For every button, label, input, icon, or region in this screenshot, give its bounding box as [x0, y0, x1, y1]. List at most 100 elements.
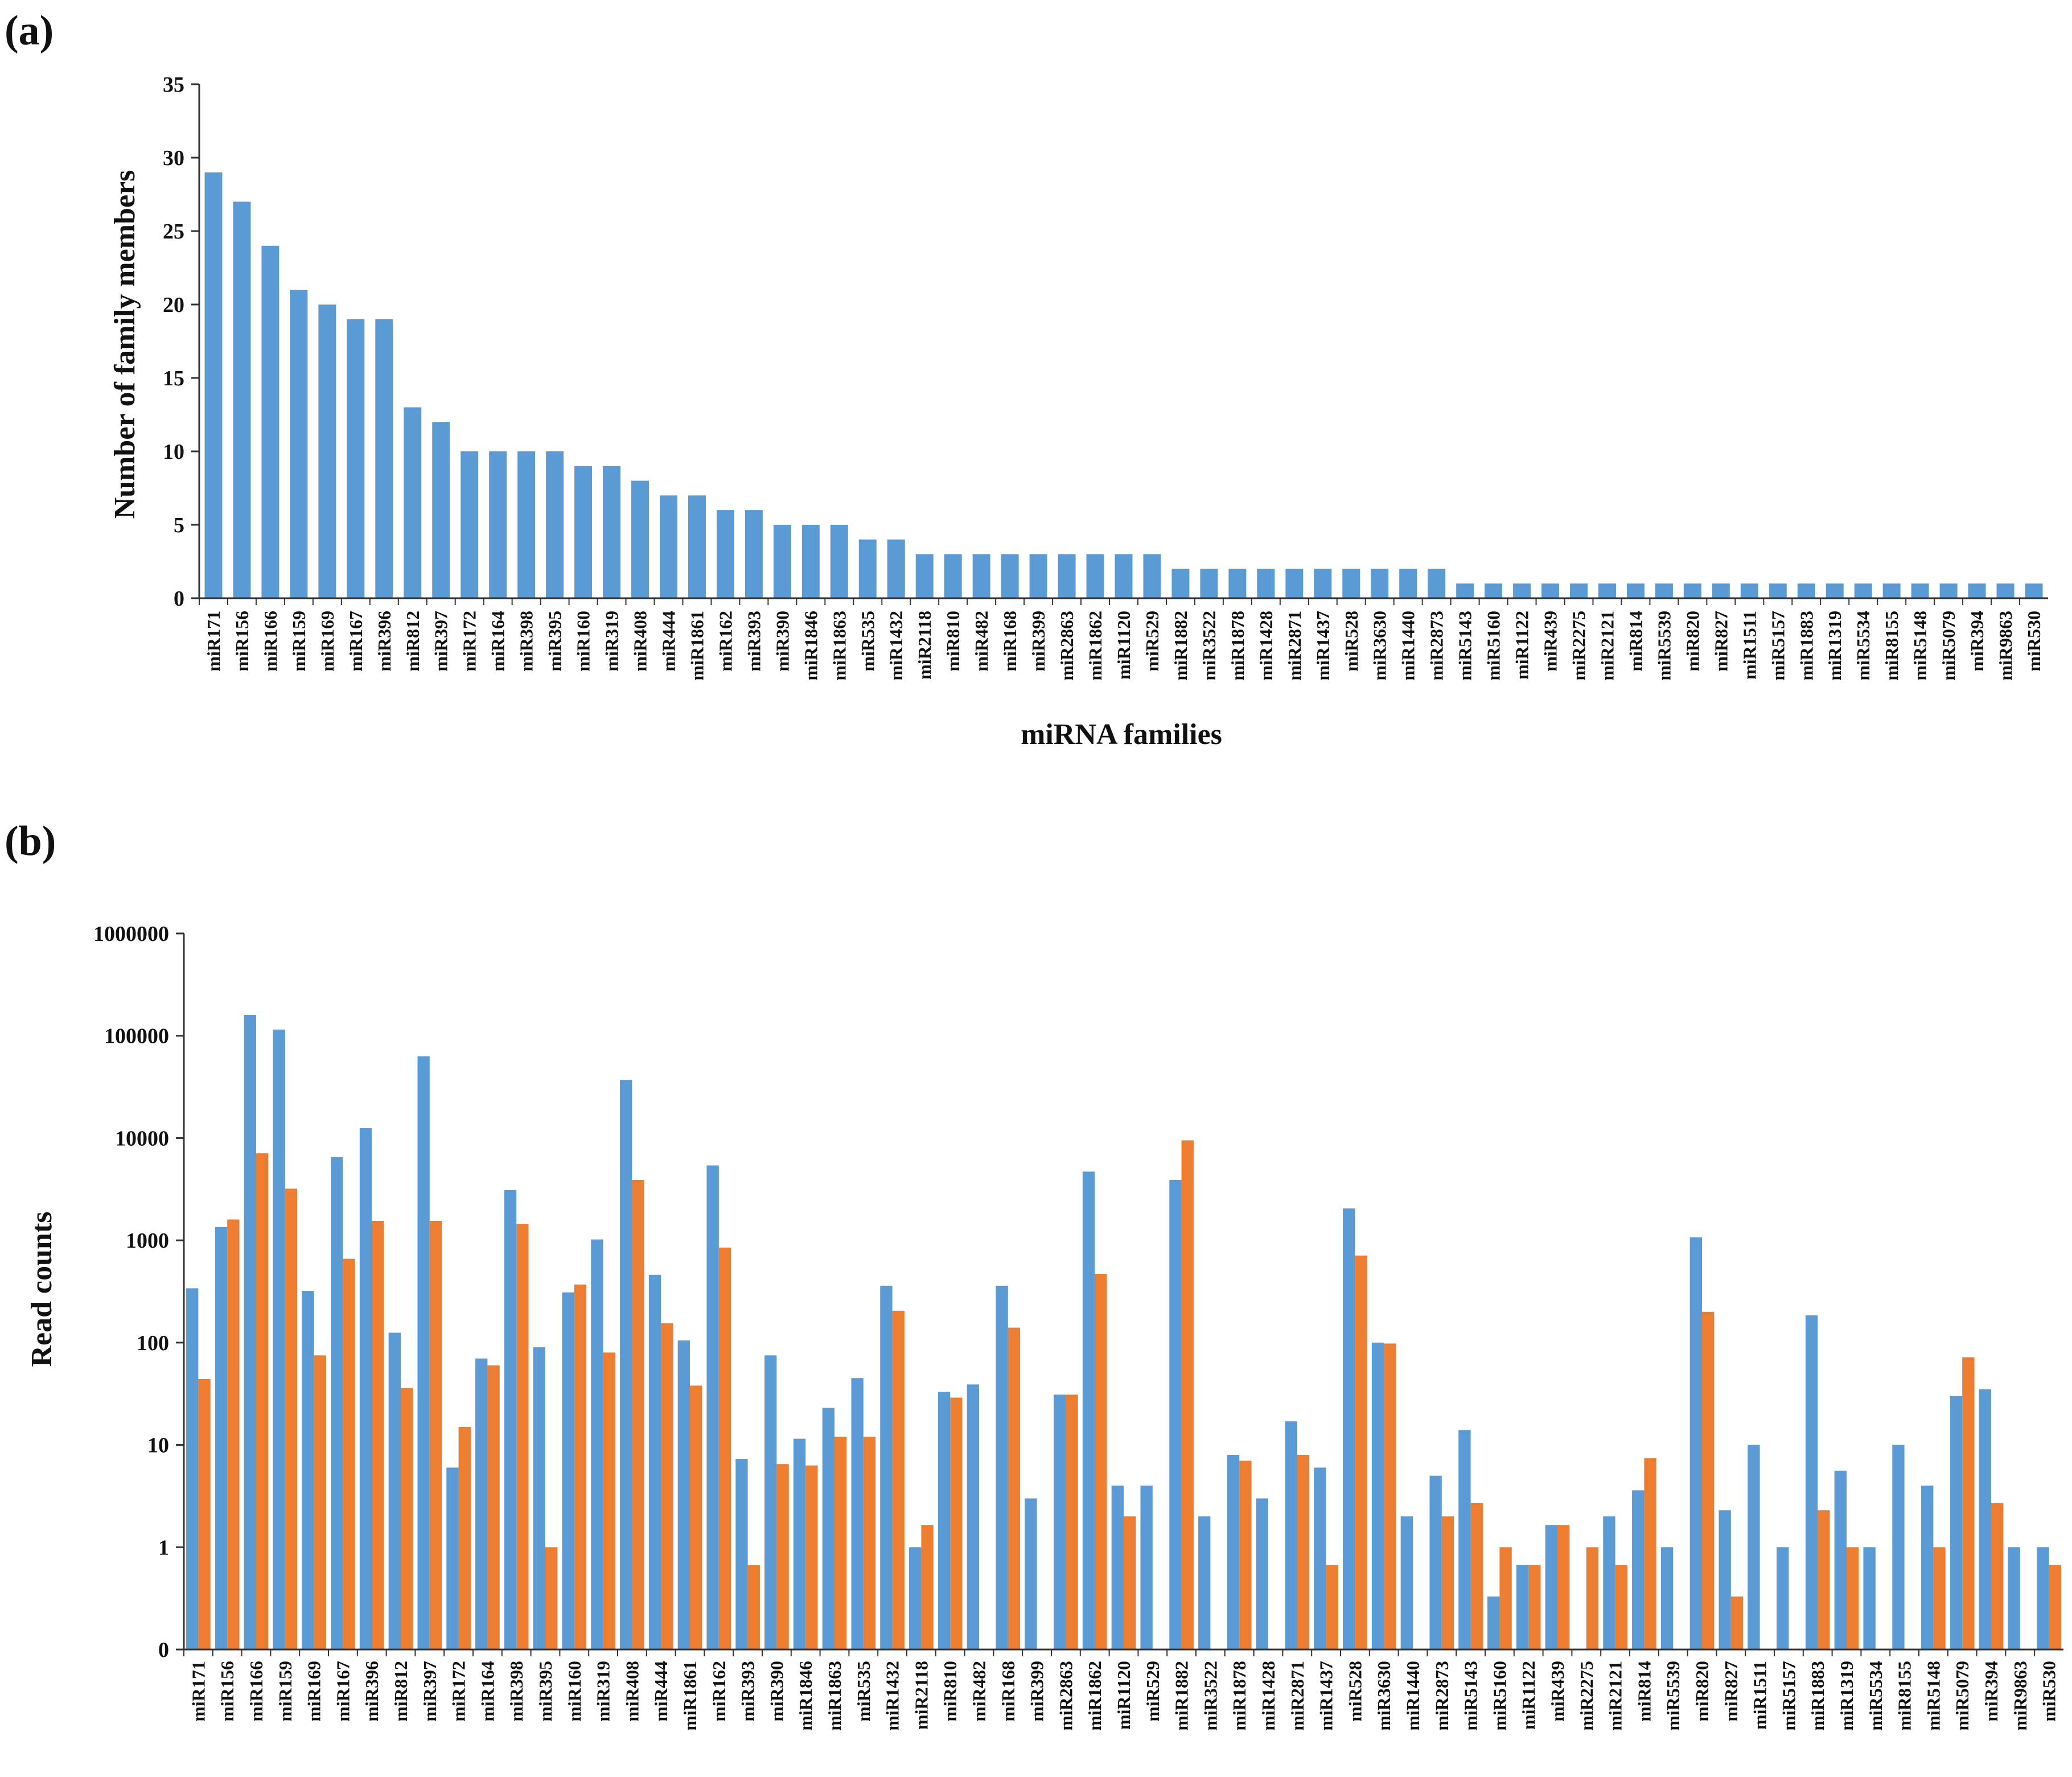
panel-b-x-tick-label: miR319: [593, 1661, 614, 1722]
panel-b-bar-series-1: [359, 1128, 372, 1650]
panel-b-x-tick-label: miR1437: [1316, 1661, 1337, 1731]
panel-a-bar: [1996, 583, 2015, 598]
panel-b-bar-series-2: [1326, 1565, 1338, 1650]
panel-b-x-tick-label: miR1511: [1750, 1661, 1770, 1730]
panel-b-bar-series-1: [735, 1459, 748, 1650]
panel-b-x-tick-label: miR166: [246, 1661, 266, 1722]
panel-b-bar-series-1: [1429, 1475, 1442, 1650]
panel-b-y-tick-label: 1000000: [93, 922, 169, 946]
panel-b-x-tick-label: miR2873: [1432, 1661, 1452, 1731]
panel-a-y-tick-label: 20: [163, 293, 184, 317]
panel-b-bar-series-2: [574, 1284, 587, 1650]
panel-a-x-tick-label: miR439: [1540, 611, 1561, 672]
panel-a-y-tick-label: 15: [163, 367, 184, 390]
panel-b-label: (b): [5, 818, 56, 865]
panel-b-bar-series-2: [1355, 1255, 1367, 1650]
panel-b-bar-series-1: [388, 1332, 401, 1650]
panel-b-x-tick-label: miR1319: [1836, 1661, 1857, 1731]
panel-a-x-tick-label: miR812: [402, 611, 423, 672]
panel-b-bar-series-1: [851, 1378, 864, 1650]
panel-b-y-ticks: 0 1 10 100 1000 10000 100000 1000000: [93, 922, 184, 1662]
panel-a-x-tick-label: miR395: [545, 611, 565, 672]
panel-b-bar-series-2: [747, 1565, 760, 1650]
panel-b-bar-series-1: [1892, 1445, 1905, 1650]
panel-b-bar-series-2: [834, 1437, 847, 1650]
panel-b-x-tick-label: miR1120: [1113, 1661, 1134, 1730]
panel-a-x-tick-label: miR2121: [1597, 611, 1617, 681]
panel-b-bar-series-1: [533, 1347, 545, 1650]
panel-b-bar-series-1: [2037, 1547, 2049, 1650]
panel-a-x-tick-label: miR1120: [1113, 611, 1134, 680]
panel-b-bar-series-1: [1054, 1395, 1066, 1650]
panel-a-x-tick-label: miR5148: [1910, 611, 1930, 681]
panel-b-bar-series-1: [1545, 1525, 1557, 1650]
panel-b-bar-series-1: [996, 1285, 1008, 1650]
panel-a-bar: [461, 451, 479, 598]
panel-a-bar: [204, 172, 223, 598]
panel-a-bar: [375, 319, 393, 598]
panel-b-x-tick-label: miR164: [477, 1661, 498, 1722]
panel-a-bar: [1171, 569, 1190, 598]
panel-b-bar-series-1: [967, 1384, 979, 1650]
panel-b-x-tick-label: miR2275: [1576, 1661, 1597, 1731]
panel-b-bar-series-1: [1458, 1430, 1471, 1650]
panel-b-bar-series-2: [429, 1220, 442, 1650]
panel-b-x-tick-label: miR812: [390, 1661, 411, 1722]
panel-b-bar-series-1: [1979, 1389, 1991, 1650]
panel-b-bar-series-2: [1730, 1596, 1744, 1650]
panel-b-x-tick-label: miR439: [1547, 1661, 1568, 1722]
panel-b-x-tick-label: miR1440: [1403, 1661, 1423, 1731]
panel-b-x-tick-label: miR396: [361, 1661, 382, 1722]
panel-a-x-tick-label: miR1511: [1739, 611, 1759, 680]
panel-a-bar: [1228, 569, 1247, 598]
panel-a-bar: [603, 466, 621, 598]
panel-b-bar-series-2: [776, 1464, 789, 1650]
panel-a-x-tick-label: miR1878: [1227, 611, 1248, 681]
panel-b-x-tick-label: miR5534: [1865, 1661, 1886, 1731]
panel-b-bar-series-1: [446, 1467, 459, 1650]
panel-b-x-tick-label: miR156: [217, 1661, 237, 1722]
panel-b-x-tick-label: miR398: [506, 1661, 527, 1722]
panel-a-bar: [1314, 569, 1332, 598]
panel-a-bar: [1001, 554, 1019, 598]
panel-a-x-tick-label: miR1122: [1512, 611, 1532, 680]
panel-a-bar: [347, 319, 365, 598]
panel-b-x-tick-label: miR1878: [1229, 1661, 1249, 1731]
panel-a-y-tick-label: 35: [163, 73, 184, 97]
panel-a-x-tick-label: miR1863: [829, 611, 849, 681]
panel-b-x-tick-label: miR168: [998, 1661, 1018, 1722]
panel-b-bar-series-2: [285, 1188, 298, 1650]
panel-b-bar-series-1: [1082, 1171, 1095, 1650]
panel-b-bar-series-1: [302, 1291, 314, 1650]
panel-b-bar-series-1: [1689, 1237, 1702, 1650]
panel-a-x-tick-label: miR172: [459, 611, 480, 672]
panel-b-bar-series-1: [1921, 1486, 1934, 1650]
panel-a-bar: [1911, 583, 1929, 598]
panel-a-bar: [660, 495, 677, 598]
panel-b-bar-series-2: [372, 1220, 384, 1650]
panel-b-bar-series-2: [863, 1437, 876, 1650]
panel-a-bar: [1086, 554, 1104, 598]
panel-a-bar: [1399, 569, 1417, 598]
panel-a-bar: [1797, 583, 1815, 598]
panel-a-x-tick-label: miR1846: [800, 611, 821, 681]
panel-b-x-tick-label: miR408: [622, 1661, 642, 1722]
panel-a-bar: [1115, 554, 1133, 598]
panel-a-x-tick-label: miR167: [346, 611, 366, 672]
panel-b-y-axis-label: Read counts: [26, 1211, 58, 1367]
panel-a-bar: [290, 290, 308, 598]
panel-b-x-tick-label: miR169: [304, 1661, 324, 1722]
panel-a-x-tick-label: miR5160: [1483, 611, 1504, 681]
panel-a-bar: [1371, 569, 1389, 598]
panel-b-bars: [186, 1015, 2061, 1650]
panel-b-bar-series-2: [343, 1258, 355, 1650]
panel-b-bar-series-2: [516, 1224, 529, 1650]
panel-a-bar: [972, 554, 990, 598]
panel-a-bar: [546, 451, 564, 598]
panel-b-bar-series-1: [1256, 1498, 1268, 1650]
panel-a-x-tick-label: miR398: [516, 611, 537, 672]
panel-a-x-tick-label: miR1437: [1313, 611, 1333, 681]
panel-a-x-tick-label: miR390: [772, 611, 792, 672]
panel-a-x-tick-label: miR160: [573, 611, 594, 672]
panel-a-x-tick-label: miR1428: [1256, 611, 1276, 681]
